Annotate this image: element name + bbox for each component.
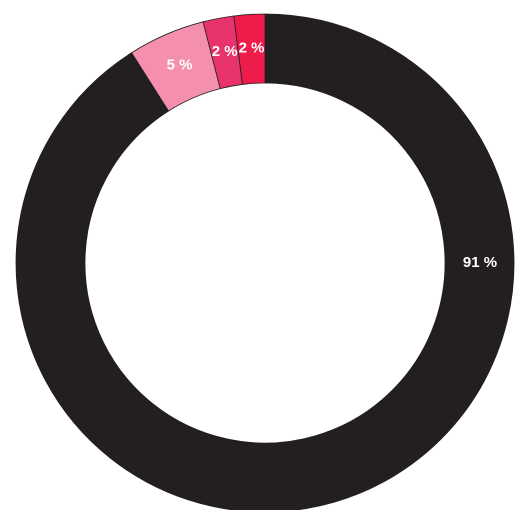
donut-segment (233, 13, 266, 85)
data-label: 91 % (463, 254, 497, 271)
data-label: 2 % (212, 43, 238, 60)
data-label: 5 % (167, 57, 193, 74)
donut-segment (15, 13, 515, 510)
data-label: 2 % (239, 39, 265, 56)
